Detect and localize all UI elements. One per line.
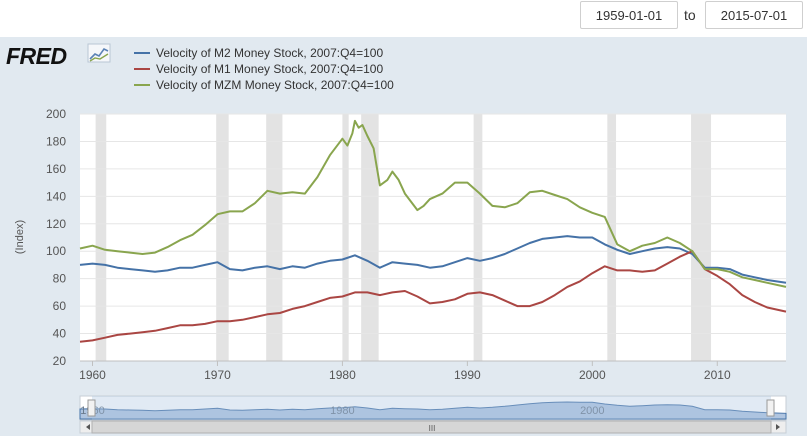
x-tick-label: 1970 (204, 368, 231, 382)
y-tick-label: 180 (46, 134, 66, 148)
y-tick-label: 100 (46, 244, 66, 258)
recession-band-7 (691, 114, 712, 361)
legend-label-mzm: Velocity of MZM Money Stock, 2007:Q4=100 (156, 78, 394, 92)
legend-item-mzm[interactable]: Velocity of MZM Money Stock, 2007:Q4=100 (134, 77, 394, 93)
recession-band-0 (95, 114, 107, 361)
legend-swatch-m2 (134, 52, 150, 54)
chart-legend: Velocity of M2 Money Stock, 2007:Q4=100 … (134, 45, 394, 93)
navigator-right-handle[interactable] (766, 399, 775, 417)
y-tick-label: 20 (53, 354, 67, 368)
y-tick-label: 140 (46, 189, 66, 203)
navigator-series-area (79, 401, 787, 420)
series-line-2[interactable] (79, 119, 787, 288)
fred-logo-text: FRED (6, 43, 67, 68)
fred-logo[interactable]: FRED (6, 42, 114, 73)
y-tick-label: 60 (53, 299, 67, 313)
navigator-left-handle[interactable] (87, 399, 96, 417)
x-tick-label: 1960 (79, 368, 106, 382)
recession-band-1 (216, 114, 229, 361)
end-date-input[interactable]: 2015-07-01 (705, 1, 803, 29)
navigator-scroll-right-arrow[interactable] (776, 424, 780, 430)
legend-swatch-m1 (134, 68, 150, 70)
y-axis-label: (Index) (14, 220, 26, 254)
legend-swatch-mzm (134, 84, 150, 86)
x-tick-label: 2010 (704, 368, 731, 382)
recession-band-5 (473, 114, 483, 361)
navigator-tick-label: 1980 (330, 405, 354, 417)
legend-item-m2[interactable]: Velocity of M2 Money Stock, 2007:Q4=100 (134, 45, 394, 61)
recession-band-6 (607, 114, 617, 361)
recession-band-3 (342, 114, 349, 361)
legend-label-m2: Velocity of M2 Money Stock, 2007:Q4=100 (156, 46, 384, 60)
series-line-0[interactable] (79, 235, 787, 284)
navigator-tick-label: 2000 (580, 405, 604, 417)
navigator-scrollbar-grip: III (429, 424, 436, 433)
y-tick-label: 40 (53, 327, 67, 341)
navigator-selection[interactable] (92, 396, 771, 420)
x-tick-label: 2000 (579, 368, 606, 382)
legend-label-m1: Velocity of M1 Money Stock, 2007:Q4=100 (156, 62, 384, 76)
recession-band-2 (266, 114, 283, 361)
y-tick-label: 160 (46, 162, 66, 176)
recession-band-4 (361, 114, 379, 361)
x-tick-label: 1980 (329, 368, 356, 382)
navigator-scroll-left-arrow[interactable] (86, 424, 90, 430)
x-tick-label: 1990 (454, 368, 481, 382)
to-label: to (684, 7, 696, 23)
fred-graph-icon (87, 43, 111, 63)
navigator[interactable]: 196019802000 III (79, 395, 787, 434)
start-date-input[interactable]: 1959-01-01 (580, 1, 678, 29)
y-tick-label: 200 (46, 107, 66, 121)
y-tick-label: 80 (53, 272, 67, 286)
y-tick-label: 120 (46, 217, 66, 231)
legend-item-m1[interactable]: Velocity of M1 Money Stock, 2007:Q4=100 (134, 61, 394, 77)
series-line-1[interactable] (79, 250, 787, 343)
navigator-scrollbar-thumb[interactable] (91, 420, 772, 434)
